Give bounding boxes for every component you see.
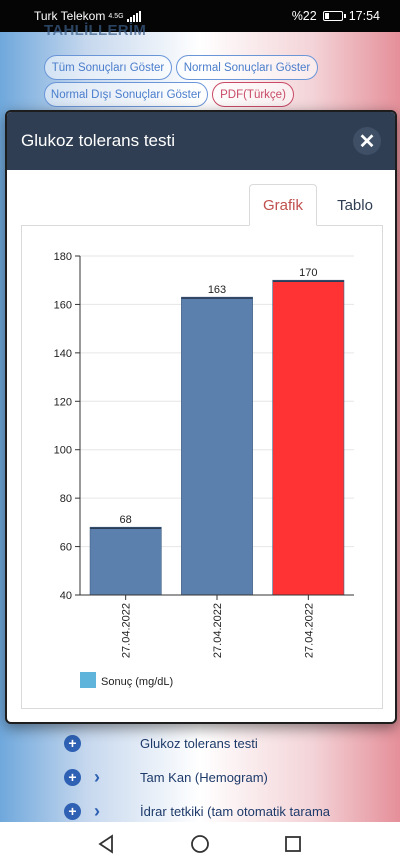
test-name: Tam Kan (Hemogram) [140, 769, 268, 785]
chevron-right-icon[interactable]: › [94, 766, 100, 787]
network-type: 4.5G [108, 12, 124, 20]
x-tick-label: 27.04.2022 [121, 603, 133, 658]
view-tabs: Grafik Tablo [7, 184, 395, 226]
pdf-turkish-button[interactable]: PDF(Türkçe) [212, 82, 294, 107]
bar [89, 526, 162, 596]
battery-percent: %22 [291, 9, 317, 23]
y-tick-label: 80 [60, 493, 72, 505]
navigation-bar [0, 822, 400, 866]
modal-header: Glukoz tolerans testi ✕ [7, 112, 395, 170]
legend-swatch [80, 672, 96, 688]
test-name: İdrar tetkiki (tam otomatik tarama [140, 803, 330, 819]
x-tick-label: 27.04.2022 [303, 603, 315, 658]
plus-icon[interactable]: + [64, 802, 81, 820]
clock: 17:54 [348, 9, 380, 23]
close-icon[interactable]: ✕ [358, 130, 376, 153]
legend-label: Sonuç (mg/dL) [101, 676, 173, 688]
filter-all-results[interactable]: Tüm Sonuçları Göster [44, 55, 172, 80]
tab-grafik[interactable]: Grafik [249, 184, 317, 226]
carrier-name: Turk Telekom [34, 9, 106, 23]
test-name: Glukoz tolerans testi [140, 735, 258, 751]
y-tick-label: 40 [60, 590, 72, 602]
result-modal: Glukoz tolerans testi ✕ Grafik Tablo 40 6… [5, 110, 397, 724]
modal-title: Glukoz tolerans testi [21, 131, 176, 150]
y-tick-label: 160 [54, 299, 72, 311]
close-button[interactable]: ✕ [353, 127, 381, 155]
back-icon[interactable] [97, 834, 117, 854]
chart-panel: 40 60 80 100 120 140 160 180 68 27.04.2022 163 27.0… [21, 225, 383, 709]
data-label: 163 [208, 284, 226, 296]
status-bar: Turk Telekom 4.5G %22 17:54 [0, 0, 400, 32]
data-label: 170 [299, 267, 317, 279]
bar [181, 296, 253, 596]
x-tick-label: 27.04.2022 [212, 603, 224, 658]
y-tick-label: 140 [54, 348, 72, 360]
signal-icon [126, 10, 141, 22]
page-heading: TAHLİLLERİM [44, 22, 147, 39]
bar [272, 279, 345, 596]
home-icon[interactable] [190, 834, 210, 854]
recents-icon[interactable] [283, 834, 303, 854]
y-tick-label: 100 [54, 445, 72, 457]
plus-icon[interactable]: + [64, 734, 81, 752]
bar-chart: 40 60 80 100 120 140 160 180 68 27.04.2022 163 27.0… [54, 251, 354, 688]
tab-tablo[interactable]: Tablo [337, 196, 373, 214]
filter-normal-results[interactable]: Normal Sonuçları Göster [176, 55, 318, 80]
plus-icon[interactable]: + [64, 768, 81, 786]
y-tick-label: 60 [60, 542, 72, 554]
data-label: 68 [120, 514, 132, 526]
y-tick-label: 180 [54, 251, 72, 263]
battery-icon [322, 11, 346, 21]
chevron-right-icon[interactable]: › [94, 800, 100, 821]
y-tick-label: 120 [54, 396, 72, 408]
filter-abnormal-results[interactable]: Normal Dışı Sonuçları Göster [44, 82, 208, 107]
